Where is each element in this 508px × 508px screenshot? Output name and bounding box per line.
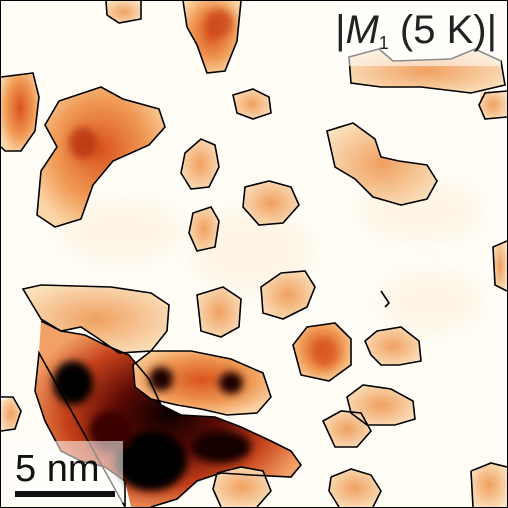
title-bar-left: | [335,8,345,52]
scale-bar: 5 nm [9,441,123,503]
map-title: |M1 (5 K)| [331,7,501,66]
scale-bar-line [15,491,115,497]
title-symbol: M [345,8,378,52]
title-condition: (5 K) [389,8,487,52]
title-bar-right: | [487,8,497,52]
scale-bar-label: 5 nm [15,449,99,489]
title-subscript: 1 [379,33,389,53]
